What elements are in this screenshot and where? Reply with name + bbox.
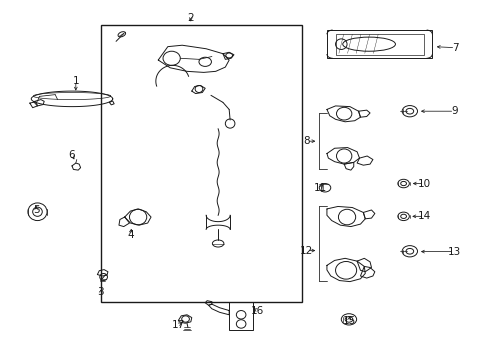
Text: 10: 10 (417, 179, 430, 189)
Text: 14: 14 (417, 211, 430, 221)
Bar (101, 25, 302, 302)
Text: 2: 2 (187, 13, 194, 23)
Text: 12: 12 (300, 246, 313, 256)
Text: 17: 17 (171, 320, 184, 330)
Bar (326, 30, 431, 58)
Text: 3: 3 (97, 287, 104, 297)
Text: 13: 13 (447, 247, 460, 257)
Bar (335, 33, 423, 55)
Text: 15: 15 (342, 316, 355, 326)
Text: 6: 6 (68, 150, 75, 160)
Text: 9: 9 (450, 106, 457, 116)
Bar (229, 302, 253, 330)
Text: 11: 11 (313, 183, 326, 193)
Text: 5: 5 (33, 205, 39, 215)
Text: 4: 4 (127, 230, 134, 240)
Text: 16: 16 (251, 306, 264, 315)
Text: 8: 8 (303, 136, 309, 146)
Text: 7: 7 (451, 43, 458, 53)
Text: 1: 1 (72, 76, 79, 86)
